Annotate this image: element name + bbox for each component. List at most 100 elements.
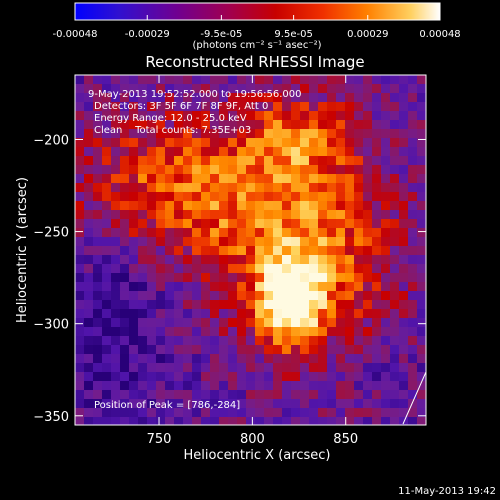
heatmap-cell: [129, 192, 139, 202]
heatmap-cell: [237, 399, 247, 409]
heatmap-cell: [84, 75, 94, 85]
heatmap-cell: [237, 102, 247, 112]
heatmap-cell: [408, 246, 418, 256]
heatmap-cell: [273, 219, 283, 229]
heatmap-cell: [201, 255, 211, 265]
colorbar-tick-label: 9.5e-05: [274, 29, 312, 40]
heatmap-cell: [399, 390, 409, 400]
heatmap-cell: [273, 282, 283, 292]
heatmap-cell: [93, 93, 103, 103]
x-tick-label: 850: [333, 432, 358, 447]
heatmap-cell: [120, 255, 130, 265]
footer-date: 11-May-2013 19:42: [398, 486, 496, 497]
heatmap-cell: [363, 264, 373, 274]
heatmap-cell: [192, 327, 202, 337]
heatmap-cell: [183, 237, 193, 247]
heatmap-cell: [255, 408, 265, 418]
y-tick-label: −200: [33, 133, 69, 148]
heatmap-cell: [255, 372, 265, 382]
heatmap-cell: [111, 255, 121, 265]
heatmap-cell: [228, 201, 238, 211]
heatmap-cell: [399, 147, 409, 157]
heatmap-cell: [246, 354, 256, 364]
heatmap-cell: [282, 417, 292, 425]
heatmap-cell: [336, 147, 346, 157]
heatmap-cell: [111, 246, 121, 256]
heatmap-cell: [300, 210, 310, 220]
heatmap-cell: [345, 219, 355, 229]
heatmap-cell: [75, 120, 85, 130]
y-tick-label: −250: [33, 226, 69, 241]
heatmap-cell: [255, 354, 265, 364]
heatmap-cell: [147, 255, 157, 265]
heatmap-cell: [309, 309, 319, 319]
heatmap-cell: [291, 255, 301, 265]
heatmap-cell: [246, 93, 256, 103]
heatmap-cell: [138, 390, 148, 400]
heatmap-cell: [174, 246, 184, 256]
heatmap-cell: [219, 84, 229, 94]
heatmap-cell: [327, 201, 337, 211]
heatmap-cell: [237, 246, 247, 256]
heatmap-cell: [408, 300, 418, 310]
heatmap-cell: [156, 93, 166, 103]
heatmap-cell: [174, 381, 184, 391]
heatmap-cell: [372, 273, 382, 283]
heatmap-cell: [363, 210, 373, 220]
heatmap-cell: [318, 300, 328, 310]
heatmap-cell: [417, 417, 426, 425]
heatmap-cell: [138, 417, 148, 425]
heatmap-cell: [264, 282, 274, 292]
heatmap-cell: [228, 192, 238, 202]
heatmap-cell: [102, 255, 112, 265]
heatmap-cell: [174, 264, 184, 274]
heatmap-cell: [237, 237, 247, 247]
heatmap-cell: [372, 408, 382, 418]
heatmap-cell: [120, 156, 130, 166]
heatmap-cell: [264, 255, 274, 265]
heatmap-cell: [156, 264, 166, 274]
heatmap-cell: [75, 408, 85, 418]
heatmap-cell: [291, 237, 301, 247]
heatmap-cell: [282, 255, 292, 265]
heatmap-cell: [174, 201, 184, 211]
heatmap-cell: [201, 237, 211, 247]
heatmap-cell: [372, 282, 382, 292]
heatmap-cell: [291, 282, 301, 292]
heatmap-cell: [75, 372, 85, 382]
heatmap-cell: [345, 354, 355, 364]
heatmap-cell: [210, 147, 220, 157]
heatmap-cell: [399, 372, 409, 382]
heatmap-cell: [345, 138, 355, 148]
heatmap-cell: [273, 273, 283, 283]
heatmap-cell: [318, 102, 328, 112]
heatmap-cell: [300, 291, 310, 301]
heatmap-cell: [201, 183, 211, 193]
heatmap-cell: [327, 147, 337, 157]
heatmap-cell: [273, 408, 283, 418]
heatmap-cell: [174, 309, 184, 319]
heatmap-cell: [111, 219, 121, 229]
heatmap-cell: [399, 417, 409, 425]
heatmap-cell: [75, 336, 85, 346]
heatmap-cell: [192, 219, 202, 229]
heatmap-cell: [138, 336, 148, 346]
heatmap-cell: [363, 399, 373, 409]
heatmap-cell: [93, 183, 103, 193]
heatmap-cell: [291, 165, 301, 175]
heatmap-cell: [255, 102, 265, 112]
heatmap-cell: [183, 291, 193, 301]
heatmap-cell: [228, 138, 238, 148]
heatmap-cell: [336, 219, 346, 229]
heatmap-cell: [354, 138, 364, 148]
heatmap-cell: [309, 282, 319, 292]
heatmap-cell: [120, 408, 130, 418]
heatmap-cell: [372, 417, 382, 425]
heatmap-cell: [264, 120, 274, 130]
heatmap-cell: [183, 192, 193, 202]
heatmap-cell: [210, 111, 220, 121]
heatmap-cell: [84, 102, 94, 112]
heatmap-cell: [84, 138, 94, 148]
heatmap-cell: [282, 246, 292, 256]
